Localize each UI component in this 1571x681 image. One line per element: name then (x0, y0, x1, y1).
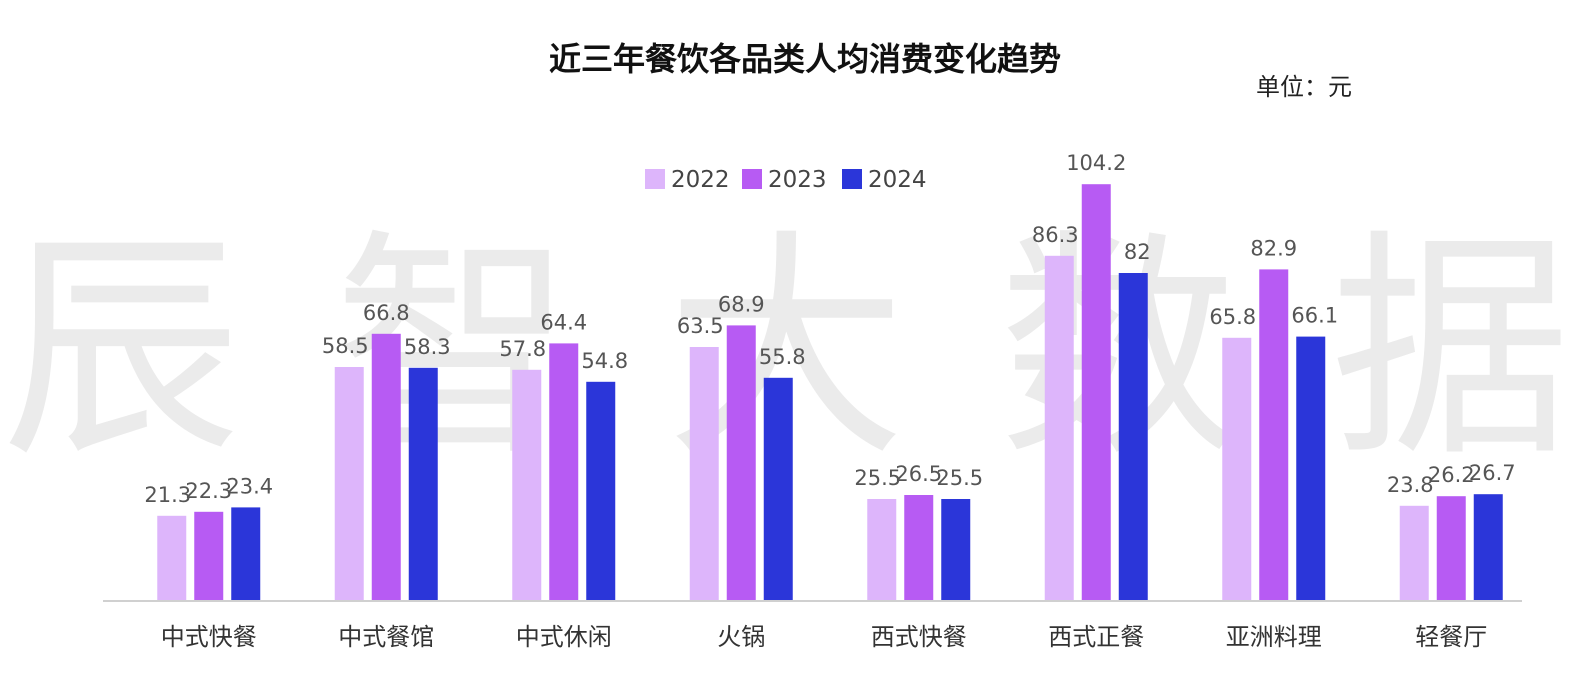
legend-label-2023: 2023 (768, 167, 827, 193)
data-label-2022-7: 23.8 (1387, 473, 1434, 497)
bar-2022-6 (1222, 337, 1252, 601)
x-tick-label-2: 中式休闲 (516, 623, 612, 651)
legend-swatch-2022 (645, 169, 665, 189)
data-label-2022-1: 58.5 (322, 334, 369, 358)
legend-swatch-2023 (742, 169, 762, 189)
data-label-2023-0: 22.3 (185, 479, 232, 503)
x-tick-label-5: 西式正餐 (1048, 623, 1144, 651)
bar-2023-6 (1259, 269, 1289, 601)
x-tick-label-1: 中式餐馆 (338, 623, 434, 651)
data-label-2023-4: 26.5 (895, 462, 942, 486)
bar-2022-0 (157, 515, 187, 601)
bar-2024-4 (941, 499, 971, 601)
bar-2022-3 (689, 347, 719, 601)
data-label-2024-5: 82 (1124, 240, 1151, 264)
legend: 2022 2023 2024 (645, 167, 927, 193)
bars (157, 184, 1503, 602)
data-label-2022-0: 21.3 (144, 483, 191, 507)
data-label-2024-1: 58.3 (404, 335, 451, 359)
bar-2024-0 (231, 507, 261, 601)
data-label-2022-5: 86.3 (1032, 223, 1079, 247)
legend-swatch-2024 (842, 169, 862, 189)
data-label-2022-2: 57.8 (499, 337, 546, 361)
x-tick-label-3: 火锅 (717, 623, 765, 651)
bar-2024-1 (408, 367, 438, 601)
bar-2022-4 (867, 499, 897, 601)
x-tick-label-7: 轻餐厅 (1415, 623, 1487, 651)
bar-2023-5 (1081, 184, 1111, 601)
chart-title: 近三年餐饮各品类人均消费变化趋势 (549, 40, 1061, 78)
bar-2023-4 (904, 495, 934, 601)
bar-2023-2 (549, 343, 579, 601)
data-label-2023-3: 68.9 (718, 292, 765, 316)
bar-2023-3 (726, 325, 756, 601)
x-tick-label-0: 中式快餐 (161, 623, 257, 651)
bar-2024-7 (1473, 494, 1503, 601)
bar-2024-6 (1296, 336, 1326, 601)
bar-2024-5 (1118, 273, 1148, 601)
bar-2023-1 (371, 333, 401, 601)
data-label-2024-6: 66.1 (1291, 304, 1338, 328)
data-label-2023-1: 66.8 (363, 301, 410, 325)
data-label-2024-4: 25.5 (936, 466, 983, 490)
bar-2023-7 (1436, 496, 1466, 601)
bar-2024-3 (763, 377, 793, 601)
x-tick-labels: 中式快餐 中式餐馆 中式休闲 火锅 西式快餐 西式正餐 亚洲料理 轻餐厅 (161, 623, 1488, 651)
data-label-2023-5: 104.2 (1066, 151, 1126, 175)
data-label-2022-6: 65.8 (1209, 305, 1256, 329)
data-label-2024-7: 26.7 (1469, 461, 1516, 485)
data-label-2022-3: 63.5 (677, 314, 724, 338)
data-label-2024-3: 55.8 (759, 345, 806, 369)
bar-2022-2 (512, 369, 542, 601)
bar-2023-0 (194, 511, 224, 601)
data-label-2023-2: 64.4 (540, 310, 587, 334)
data-label-2023-7: 26.2 (1428, 463, 1475, 487)
x-tick-label-6: 亚洲料理 (1226, 623, 1322, 651)
data-label-2024-2: 54.8 (581, 349, 628, 373)
data-label-2024-0: 23.4 (226, 474, 273, 498)
data-labels: 21.322.323.4 58.5 66.8 58.3 57.8 64.4 54.8 63.5… (144, 151, 1515, 507)
legend-label-2022: 2022 (671, 167, 730, 193)
data-label-2022-4: 25.5 (854, 466, 901, 490)
bar-2022-7 (1399, 505, 1429, 601)
unit-label: 单位：元 (1256, 73, 1352, 101)
bar-2022-1 (334, 367, 364, 601)
bar-2022-5 (1044, 255, 1074, 602)
x-tick-label-4: 西式快餐 (871, 623, 967, 651)
legend-label-2024: 2024 (868, 167, 927, 193)
bar-2024-2 (586, 381, 616, 601)
data-label-2023-6: 82.9 (1250, 236, 1297, 260)
